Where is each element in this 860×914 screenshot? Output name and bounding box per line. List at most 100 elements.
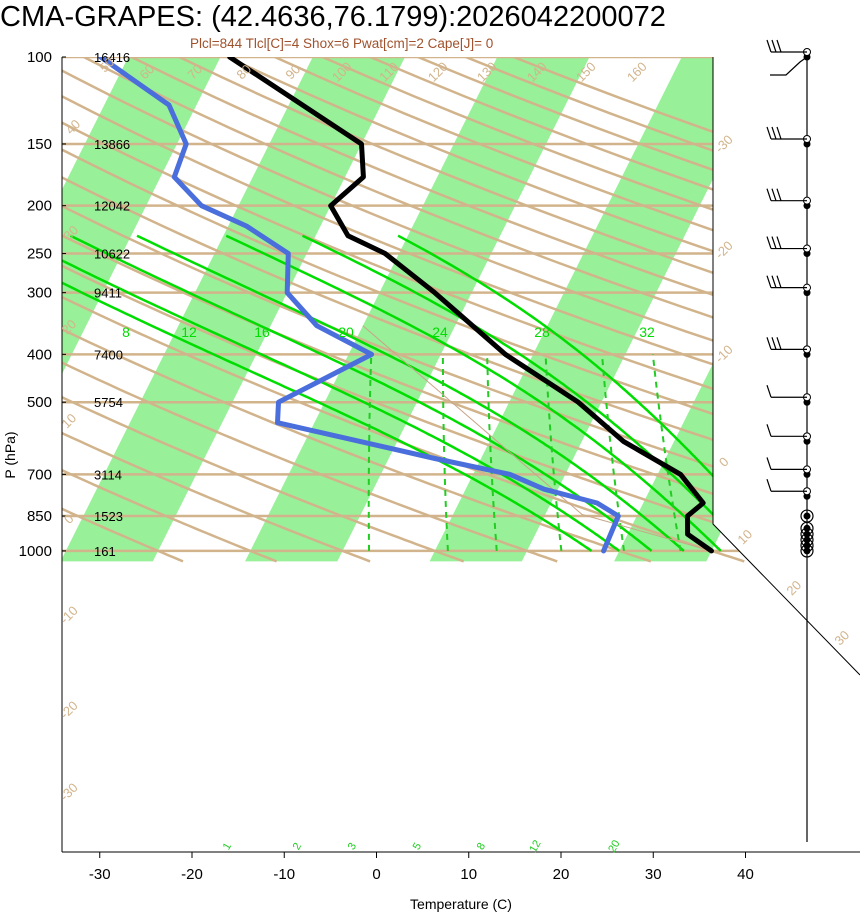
- wind-level-dot: [803, 512, 811, 520]
- dry-adiabat-label: -20: [57, 698, 81, 722]
- wind-barb-feather: [766, 424, 772, 437]
- wind-barb: [766, 236, 807, 250]
- moist-adiabat-label: 20: [338, 324, 354, 340]
- dry-adiabat: [62, 57, 184, 563]
- chart-subtitle: Plcl=844 Tlcl[C]=4 Shox=6 Pwat[cm]=2 Cap…: [190, 36, 494, 51]
- plot-area: [0, 46, 860, 563]
- wind-barb-feather: [766, 126, 772, 140]
- dry-adiabat-label: 160: [624, 59, 650, 85]
- dewpoint-profile: [98, 57, 621, 554]
- moist-adiabat: [62, 234, 621, 552]
- wind-barb-feather: [766, 385, 772, 398]
- mixing-ratio-label: 20: [606, 838, 623, 855]
- moist-adiabat: [136, 234, 685, 552]
- plot-border: [712, 57, 860, 676]
- height-label: 3114: [94, 467, 122, 482]
- height-label: 1523: [94, 509, 123, 524]
- dry-adiabat-label: -30: [57, 780, 81, 804]
- wind-barb-feather: [766, 39, 772, 53]
- moist-adiabat: [62, 234, 593, 552]
- wind-level-dot: [803, 547, 811, 555]
- dry-adiabat-label: -10: [712, 342, 736, 366]
- moist-adiabat-label: 28: [534, 324, 550, 340]
- dry-adiabat: [62, 57, 860, 563]
- wind-barb: [766, 126, 807, 140]
- temp-tick-label: 20: [553, 866, 570, 883]
- temperature-profile: [227, 57, 714, 554]
- temp-tick-label: 0: [372, 866, 380, 883]
- mixing-ratio-line: [544, 354, 563, 552]
- pressure-tick-label: 250: [27, 246, 52, 263]
- pressure-tick-label: 100: [27, 49, 52, 66]
- temp-tick-label: -10: [273, 866, 295, 883]
- dry-adiabat: [62, 57, 860, 563]
- pressure-tick-label: 700: [27, 466, 52, 483]
- wind-barb-feather: [776, 126, 782, 140]
- wind-barb-feather: [766, 236, 772, 249]
- moist-adiabat-label: 32: [639, 324, 655, 340]
- pressure-tick-label: 300: [27, 285, 52, 302]
- dry-adiabat-label: 90: [282, 61, 303, 82]
- chart-title: CMA-GRAPES: (42.4636,76.1799):2026042200…: [0, 1, 666, 33]
- wind-barb: [766, 39, 807, 53]
- wind-barb-feather: [776, 337, 782, 350]
- dry-adiabat: [178, 57, 860, 563]
- dry-adiabat: [62, 57, 371, 563]
- wind-barb-feather: [776, 39, 782, 53]
- moist-adiabat-label: 16: [254, 324, 270, 340]
- wind-barb: [766, 385, 807, 398]
- wind-barb-feather: [766, 457, 772, 470]
- temp-tick-label: 10: [460, 866, 477, 883]
- height-label: 16416: [94, 50, 130, 65]
- height-label: 13866: [94, 137, 130, 152]
- y-axis-label: P (hPa): [2, 431, 18, 478]
- wind-barb: [766, 424, 807, 437]
- isotherm-band: [0, 46, 42, 561]
- wind-barb-feather: [776, 236, 782, 249]
- mixing-ratio-line: [441, 354, 449, 551]
- pressure-tick-label: 850: [27, 508, 52, 525]
- dry-adiabat: [62, 57, 278, 563]
- mixing-ratio-label: 3: [346, 841, 359, 852]
- isotherm-band: [798, 57, 860, 562]
- wind-barb: [766, 337, 807, 350]
- dry-adiabat-label: -20: [712, 238, 736, 262]
- wind-barb-feather: [776, 188, 782, 201]
- dry-adiabat-label: 30: [831, 627, 852, 648]
- dry-adiabat: [62, 57, 652, 563]
- moist-adiabat-label: 12: [181, 324, 197, 340]
- moist-adiabat-label: 8: [122, 324, 130, 340]
- isotherm-band: [245, 57, 596, 562]
- pressure-tick-label: 400: [27, 346, 52, 363]
- wind-barb-feather: [771, 275, 777, 288]
- temp-tick-label: -20: [181, 866, 203, 883]
- mixing-ratio-label: 5: [411, 841, 424, 852]
- dry-adiabat-label: 80: [233, 61, 254, 82]
- x-axis-label: Temperature (C): [410, 896, 512, 912]
- dry-adiabat-label: 10: [734, 526, 755, 547]
- mixing-ratio-line: [718, 354, 757, 552]
- pressure-tick-label: 1000: [19, 543, 52, 560]
- dry-adiabat-label: -10: [57, 603, 81, 627]
- wind-barb: [766, 457, 807, 470]
- wind-barb-feather: [771, 39, 777, 53]
- parcel-path: [362, 325, 712, 552]
- isotherm-band: [62, 57, 411, 562]
- height-label: 12042: [94, 199, 130, 214]
- temp-tick-label: 40: [737, 866, 754, 883]
- mixing-ratio-line: [651, 354, 682, 552]
- wind-barb-feather: [766, 188, 772, 201]
- mixing-ratio-label: 8: [475, 841, 488, 852]
- dry-adiabat: [83, 57, 860, 563]
- height-label: 7400: [94, 347, 123, 362]
- mixing-ratio-label: 1: [221, 841, 234, 852]
- dry-adiabat-label: -30: [712, 132, 736, 156]
- pressure-tick-label: 200: [27, 198, 52, 215]
- pressure-tick-label: 500: [27, 394, 52, 411]
- wind-barb-feather: [766, 275, 772, 288]
- temp-tick-label: 30: [645, 866, 662, 883]
- pressure-tick-label: 150: [27, 136, 52, 153]
- dry-adiabat: [62, 57, 558, 563]
- wind-barb: [766, 479, 807, 492]
